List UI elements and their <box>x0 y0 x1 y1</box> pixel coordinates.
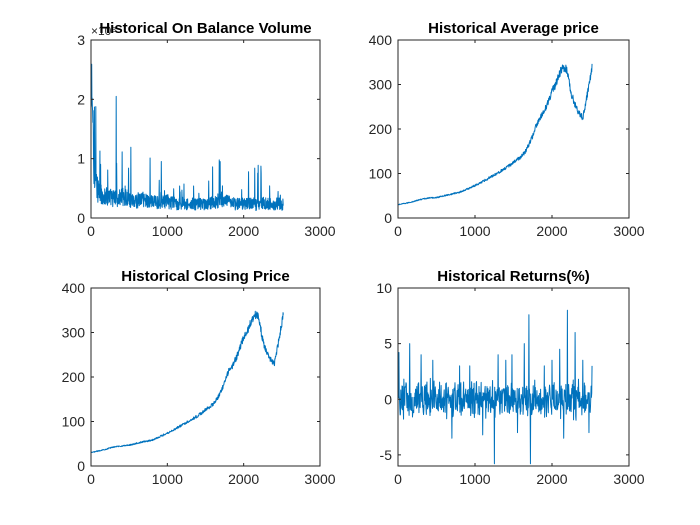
chart-title: Historical Average price <box>428 20 599 37</box>
x-tick-label: 3000 <box>613 471 644 487</box>
plot-area <box>398 40 629 218</box>
chart-panel-3: 0 1000 2000 3000 0 100 200 300 400 Historical Clo… <box>62 268 336 487</box>
x-tick-label: 2000 <box>536 471 567 487</box>
series-line <box>397 63 593 206</box>
plot-area <box>91 288 320 466</box>
x-tick-label: 2000 <box>228 471 259 487</box>
x-tick-label: 1000 <box>152 223 183 239</box>
y-tick-label: 400 <box>369 32 393 48</box>
y-tick-label: 10 <box>376 280 392 296</box>
y-tick-label: 200 <box>369 121 393 137</box>
x-tick-label: 1000 <box>459 471 490 487</box>
y-tick-label: 0 <box>384 210 392 226</box>
y-tick-label: 100 <box>369 166 393 182</box>
x-tick-label: 0 <box>87 223 95 239</box>
x-tick-label: 2000 <box>536 223 567 239</box>
y-tick-label: 5 <box>384 336 392 352</box>
x-tick-label: 0 <box>394 223 402 239</box>
y-tick-label: 300 <box>62 325 86 341</box>
x-tick-label: 3000 <box>304 223 335 239</box>
x-tick-label: 3000 <box>304 471 335 487</box>
y-tick-label: 400 <box>62 280 86 296</box>
axes-box <box>90 39 321 219</box>
chart-panel-2: 0 1000 2000 3000 0 100 200 300 400 Historical Ave… <box>369 20 645 239</box>
chart-title: Historical On Balance Volume <box>99 20 311 37</box>
y-tick-label: -5 <box>380 447 393 463</box>
y-tick-label: 300 <box>369 77 393 93</box>
y-tick-label: 3 <box>77 32 85 48</box>
x-tick-label: 1000 <box>459 223 490 239</box>
chart-title: Historical Returns(%) <box>437 268 590 285</box>
series-line <box>90 310 284 454</box>
plot-area <box>398 288 629 466</box>
series-line <box>90 63 284 211</box>
x-tick-label: 2000 <box>228 223 259 239</box>
axes-box <box>397 287 630 467</box>
y-tick-label: 0 <box>77 210 85 226</box>
x-tick-label: 0 <box>394 471 402 487</box>
y-tick-label: 2 <box>77 91 85 107</box>
x-tick-label: 1000 <box>152 471 183 487</box>
y-tick-label: 0 <box>384 391 392 407</box>
x-tick-label: 3000 <box>613 223 644 239</box>
y-tick-label: 200 <box>62 369 86 385</box>
x-tick-label: 0 <box>87 471 95 487</box>
series-line <box>397 309 593 465</box>
y-exponent-label: ×10⁸ <box>91 24 116 38</box>
chart-title: Historical Closing Price <box>121 268 289 285</box>
y-tick-label: 1 <box>77 151 85 167</box>
y-tick-label: 100 <box>62 414 86 430</box>
y-tick-label: 0 <box>77 458 85 474</box>
